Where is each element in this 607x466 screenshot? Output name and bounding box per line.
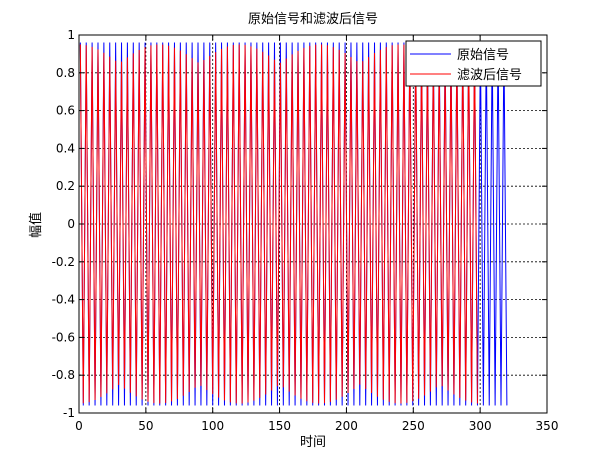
- y-tick-label: 1: [67, 28, 75, 42]
- x-axis-label: 时间: [300, 435, 326, 450]
- y-tick-label: -1: [63, 406, 75, 420]
- x-tick-label: 0: [75, 419, 83, 433]
- x-tick-label: 100: [201, 419, 224, 433]
- x-tick-label: 150: [268, 419, 291, 433]
- y-tick-label: 0.6: [56, 104, 75, 118]
- x-tick-label: 350: [536, 419, 559, 433]
- y-tick-label: -0.2: [52, 255, 75, 269]
- y-axis-label: 幅值: [28, 212, 44, 238]
- x-tick-label: 50: [138, 419, 153, 433]
- y-tick-label: -0.6: [52, 330, 75, 344]
- y-tick-label: 0.2: [56, 179, 75, 193]
- chart-title: 原始信号和滤波后信号: [248, 12, 378, 27]
- legend-label-filtered: 滤波后信号: [457, 68, 522, 83]
- y-tick-label: 0.8: [56, 66, 75, 80]
- x-tick-label: 200: [335, 419, 358, 433]
- series-line-filtered: [79, 44, 478, 404]
- y-tick-label: -0.8: [52, 368, 75, 382]
- x-tick-label: 250: [402, 419, 425, 433]
- y-tick-label: 0: [67, 217, 75, 231]
- y-tick-label: 0.4: [56, 141, 75, 155]
- y-tick-label: -0.4: [52, 293, 75, 307]
- x-tick-label: 300: [469, 419, 492, 433]
- legend: 原始信号 滤波后信号: [405, 40, 542, 87]
- legend-label-original: 原始信号: [457, 48, 509, 63]
- legend-box: [405, 40, 542, 87]
